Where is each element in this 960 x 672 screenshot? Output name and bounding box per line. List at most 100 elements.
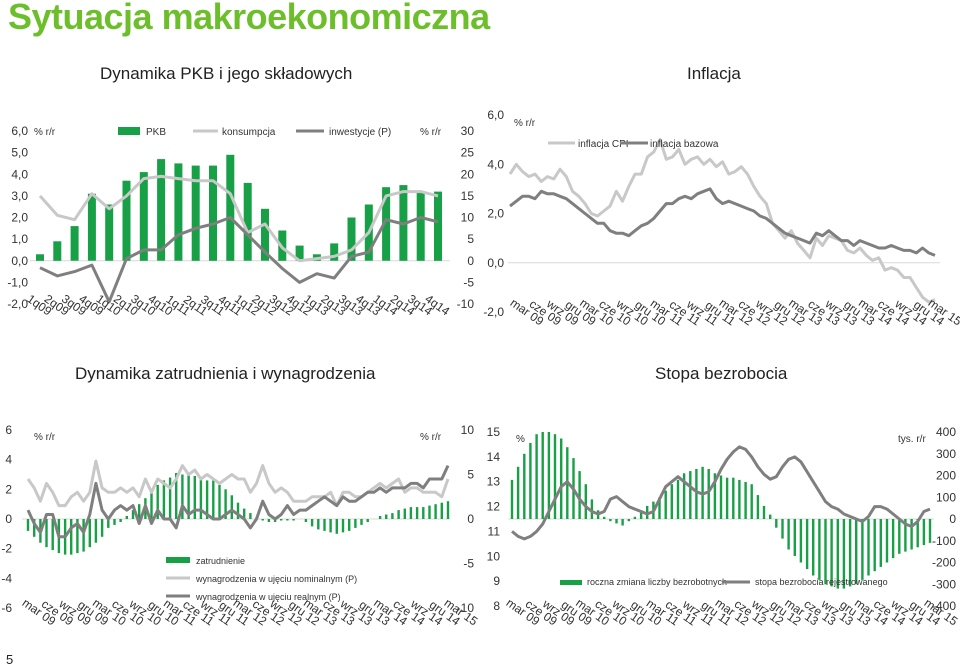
unemployment-change-bar (510, 479, 514, 519)
unemployment-change-legend-label: roczna zmiana liczby bezrobotnych (587, 577, 727, 587)
real-legend-label: wynagrodzenia w ujęciu realnym (P) (195, 592, 341, 602)
inflation-tick-label: 4,0 (487, 157, 504, 171)
unemployment-change-bar (855, 519, 858, 585)
employment-bar (88, 519, 91, 548)
employment-bar (131, 510, 135, 519)
unemployment-left-tick-label: 10 (487, 549, 501, 563)
unemployment-right-tick-label: 0 (949, 512, 956, 526)
consumption-legend-label: konsumpcja (222, 127, 276, 138)
unemployment-change-legend-swatch (560, 580, 582, 585)
unemployment-change-bar (848, 519, 852, 587)
employment-bar (199, 477, 203, 519)
unemployment-change-bar (867, 519, 870, 576)
employment-bar (224, 489, 227, 519)
unemployment-change-bar (916, 519, 919, 548)
employment-left-tick-label: -2 (1, 542, 12, 556)
core-inflation-line (509, 187, 936, 257)
employment-bar (310, 519, 314, 527)
gdp-bar (382, 187, 391, 261)
employment-bar (187, 473, 190, 519)
employment-bar (168, 477, 172, 519)
employment-bar (51, 519, 54, 551)
employment-bar (397, 510, 400, 519)
inflation-section-title: Inflacja (687, 64, 741, 83)
unemployment-change-bar (818, 519, 821, 580)
employment-bar (45, 519, 48, 548)
unemployment-change-bar (609, 519, 612, 522)
employment-bar (360, 519, 363, 525)
unemployment-change-bar (541, 432, 544, 519)
employment-bar (304, 519, 308, 522)
nominal-legend-label: wynagrodzenia w ujęciu nominalnym (P) (195, 574, 357, 584)
employment-left-tick-label: 6 (5, 423, 12, 437)
unemployment-change-bar (664, 490, 667, 519)
unemployment-left-tick-label: 11 (488, 524, 501, 538)
unemployment-right-tick-label: 200 (936, 469, 956, 483)
employment-bar (33, 519, 36, 537)
employment-left-tick-label: -6 (1, 601, 12, 615)
unemployment-change-bar (805, 519, 809, 569)
unemployment-rate-line (511, 445, 931, 541)
gdp-bar (243, 182, 252, 261)
unemployment-change-bar (627, 519, 630, 522)
employment-bar (391, 513, 394, 519)
employment-right-tick-label: -10 (457, 601, 475, 615)
gdp-right-tick-label: -10 (457, 297, 475, 311)
unemployment-change-bar (898, 519, 901, 554)
employment-bar (280, 519, 283, 521)
unemployment-right-unit: tys. r/r (898, 434, 926, 445)
employment-bar (273, 519, 277, 522)
gdp-bar (36, 254, 44, 261)
unemployment-change-bar (769, 514, 772, 519)
unemployment-change-bar (781, 519, 784, 539)
unemployment-change-bar (584, 484, 587, 519)
employment-bar (323, 519, 326, 531)
employment-bar (428, 505, 431, 519)
unemployment-right-tick-label: -100 (932, 534, 956, 548)
unemployment-change-bar (547, 432, 551, 519)
gdp-bar (209, 165, 217, 261)
unemployment-change-bar (922, 519, 926, 546)
real-wages-line (26, 464, 450, 539)
employment-bar (138, 504, 141, 519)
employment-bar (107, 519, 110, 528)
unemployment-right-tick-label: 300 (936, 447, 956, 461)
investment-line (39, 216, 439, 304)
unemployment-change-bar (578, 471, 581, 519)
unemployment-change-bar (861, 519, 864, 580)
employment-bar (249, 513, 252, 519)
unemployment-change-bar (744, 482, 747, 519)
unemployment-left-tick-label: 8 (493, 599, 500, 613)
employment-bar (26, 519, 30, 531)
employment-left-tick-label: 0 (5, 512, 12, 526)
employment-bar (70, 519, 73, 555)
unemployment-change-bar (873, 519, 876, 572)
employment-bar (446, 501, 450, 519)
unemployment-change-bar (516, 466, 520, 519)
employment-bar (193, 476, 196, 519)
cpi-legend-label: inflacja CPI (578, 139, 629, 150)
employment-right-tick-label: 5 (467, 468, 474, 482)
unemployment-change-bar (891, 519, 895, 559)
employment-bar (100, 519, 104, 537)
employment-bar (236, 502, 240, 519)
unemployment-change-bar (553, 434, 557, 519)
unemployment-left-tick-label: 13 (487, 475, 501, 489)
unemployment-right-tick-label: 400 (936, 425, 956, 439)
employment-bar (230, 495, 233, 519)
unemployment-change-bar (885, 519, 889, 563)
unemployment-change-bar (836, 519, 839, 589)
inflation-unit: % r/r (514, 118, 536, 129)
employment-bar (354, 519, 357, 528)
unemployment-change-bar (775, 519, 778, 528)
gdp-section-title: Dynamika PKB i jego składowych (100, 64, 353, 83)
gdp-bar (330, 243, 339, 261)
unemployment-change-bar (750, 484, 753, 519)
employment-left-tick-label: -4 (1, 571, 12, 585)
unemployment-change-bar (756, 495, 760, 519)
unemployment-change-bar (670, 484, 673, 519)
employment-left-tick-label: 2 (5, 482, 12, 496)
employment-bar (317, 519, 320, 530)
employment-bar (348, 519, 351, 531)
unemployment-right-tick-label: -300 (932, 577, 956, 591)
